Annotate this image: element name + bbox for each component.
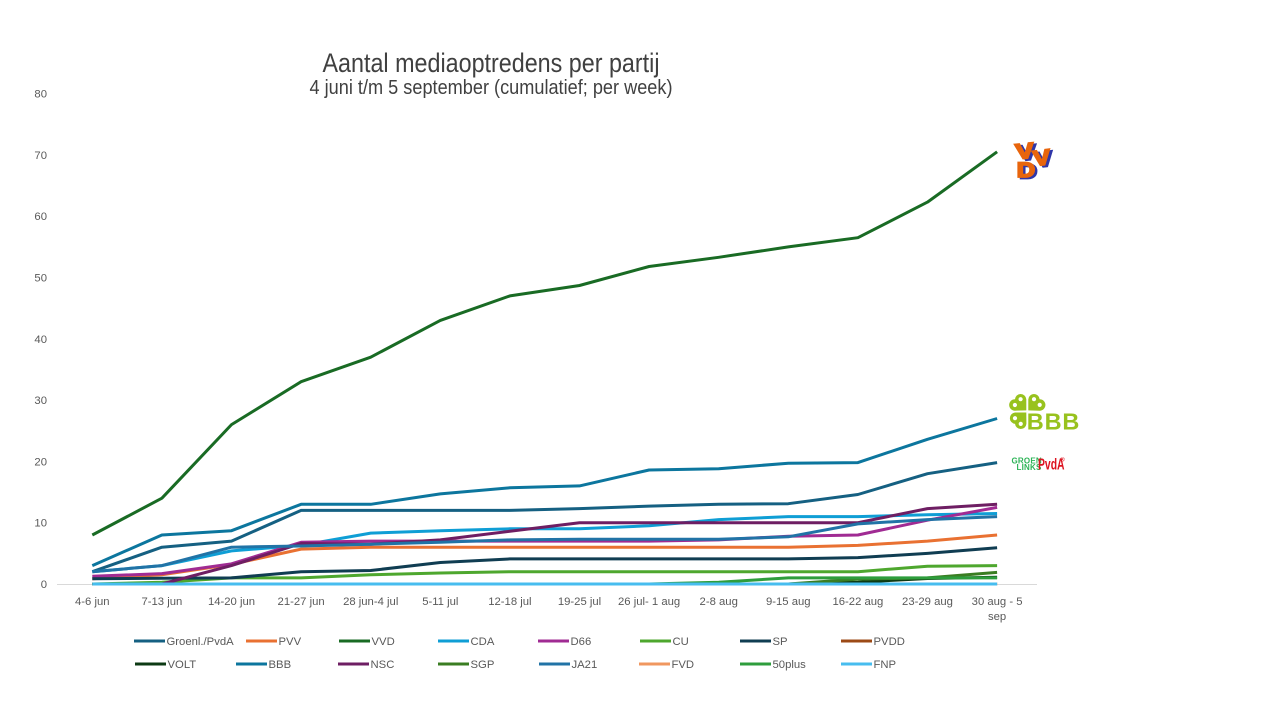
svg-text:16-22 aug: 16-22 aug xyxy=(832,596,883,608)
svg-text:30 aug - 5: 30 aug - 5 xyxy=(972,596,1023,608)
svg-text:D: D xyxy=(1019,159,1037,183)
svg-text:30: 30 xyxy=(34,395,47,407)
svg-text:50plus: 50plus xyxy=(773,659,807,671)
svg-text:4-6 jun: 4-6 jun xyxy=(75,596,110,608)
svg-text:10: 10 xyxy=(34,518,47,530)
svg-text:FNP: FNP xyxy=(874,659,897,671)
svg-text:CU: CU xyxy=(673,636,689,648)
svg-text:26 jul- 1 aug: 26 jul- 1 aug xyxy=(618,596,680,608)
svg-text:2-8 aug: 2-8 aug xyxy=(700,596,738,608)
svg-text:GROEN: GROEN xyxy=(1012,457,1042,466)
svg-text:4 juni t/m 5 september (cumula: 4 juni t/m 5 september (cumulatief; per … xyxy=(310,76,673,99)
svg-text:PVDD: PVDD xyxy=(874,636,905,648)
svg-text:Groenl./PvdA: Groenl./PvdA xyxy=(167,636,235,648)
svg-text:®: ® xyxy=(1060,457,1065,464)
svg-text:BBB: BBB xyxy=(269,659,292,671)
svg-text:SP: SP xyxy=(773,636,788,648)
svg-text:D66: D66 xyxy=(571,636,592,648)
svg-text:80: 80 xyxy=(34,89,47,101)
svg-text:V: V xyxy=(1017,141,1038,166)
svg-text:PVV: PVV xyxy=(279,636,302,648)
svg-text:LINKS: LINKS xyxy=(1017,463,1042,472)
svg-text:Aantal mediaoptredens per part: Aantal mediaoptredens per partij xyxy=(323,48,660,78)
svg-text:FVD: FVD xyxy=(672,659,695,671)
svg-text:21-27 jun: 21-27 jun xyxy=(278,596,325,608)
svg-text:D: D xyxy=(1017,158,1035,182)
svg-text:5-11 jul: 5-11 jul xyxy=(422,596,458,608)
svg-text:28 jun-4 jul: 28 jun-4 jul xyxy=(343,596,398,608)
svg-text:V: V xyxy=(1032,146,1052,171)
svg-text:V: V xyxy=(1014,139,1035,164)
svg-text:V: V xyxy=(1034,148,1054,173)
svg-text:70: 70 xyxy=(34,150,47,162)
svg-text:60: 60 xyxy=(34,211,47,223)
svg-text:BBB: BBB xyxy=(1027,409,1080,435)
svg-text:JA21: JA21 xyxy=(572,659,598,671)
svg-text:19-25 jul: 19-25 jul xyxy=(558,596,601,608)
svg-text:9-15 aug: 9-15 aug xyxy=(766,596,811,608)
svg-text:CDA: CDA xyxy=(471,636,495,648)
svg-text:14-20 jun: 14-20 jun xyxy=(208,596,255,608)
svg-text:12-18 jul: 12-18 jul xyxy=(488,596,531,608)
svg-text:40: 40 xyxy=(34,334,47,346)
svg-text:7-13 jun: 7-13 jun xyxy=(141,596,182,608)
svg-text:50: 50 xyxy=(34,273,47,285)
svg-text:VVD: VVD xyxy=(372,636,395,648)
svg-text:20: 20 xyxy=(34,456,47,468)
svg-text:0: 0 xyxy=(41,579,47,591)
svg-text:VOLT: VOLT xyxy=(168,659,197,671)
svg-text:sep: sep xyxy=(988,611,1006,623)
svg-text:23-29 aug: 23-29 aug xyxy=(902,596,953,608)
svg-text:SGP: SGP xyxy=(471,659,495,671)
svg-text:NSC: NSC xyxy=(371,659,395,671)
svg-text:PvdA: PvdA xyxy=(1038,455,1065,473)
